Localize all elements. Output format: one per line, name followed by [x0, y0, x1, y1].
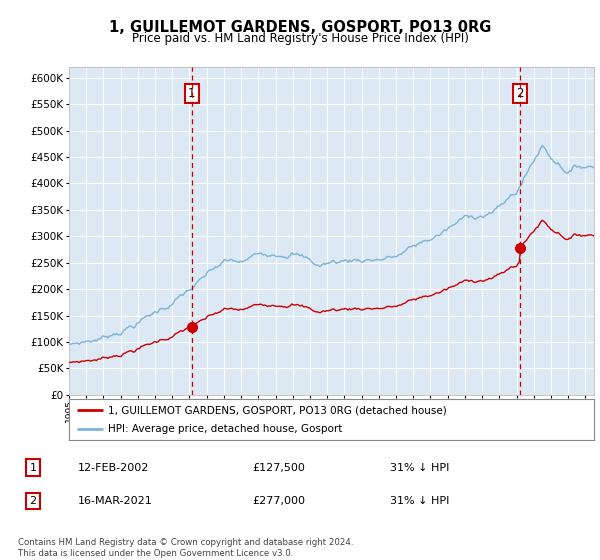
Text: 2: 2: [29, 496, 37, 506]
Text: Price paid vs. HM Land Registry's House Price Index (HPI): Price paid vs. HM Land Registry's House …: [131, 32, 469, 45]
Text: 12-FEB-2002: 12-FEB-2002: [78, 463, 149, 473]
Text: £277,000: £277,000: [252, 496, 305, 506]
Text: 16-MAR-2021: 16-MAR-2021: [78, 496, 153, 506]
Text: 31% ↓ HPI: 31% ↓ HPI: [390, 463, 449, 473]
Text: 1: 1: [29, 463, 37, 473]
Text: £127,500: £127,500: [252, 463, 305, 473]
Text: Contains HM Land Registry data © Crown copyright and database right 2024.
This d: Contains HM Land Registry data © Crown c…: [18, 538, 353, 558]
Text: 1: 1: [188, 87, 196, 100]
Text: 1, GUILLEMOT GARDENS, GOSPORT, PO13 0RG (detached house): 1, GUILLEMOT GARDENS, GOSPORT, PO13 0RG …: [109, 405, 447, 415]
Text: 2: 2: [517, 87, 524, 100]
Text: 31% ↓ HPI: 31% ↓ HPI: [390, 496, 449, 506]
Text: HPI: Average price, detached house, Gosport: HPI: Average price, detached house, Gosp…: [109, 424, 343, 433]
Text: 1, GUILLEMOT GARDENS, GOSPORT, PO13 0RG: 1, GUILLEMOT GARDENS, GOSPORT, PO13 0RG: [109, 20, 491, 35]
